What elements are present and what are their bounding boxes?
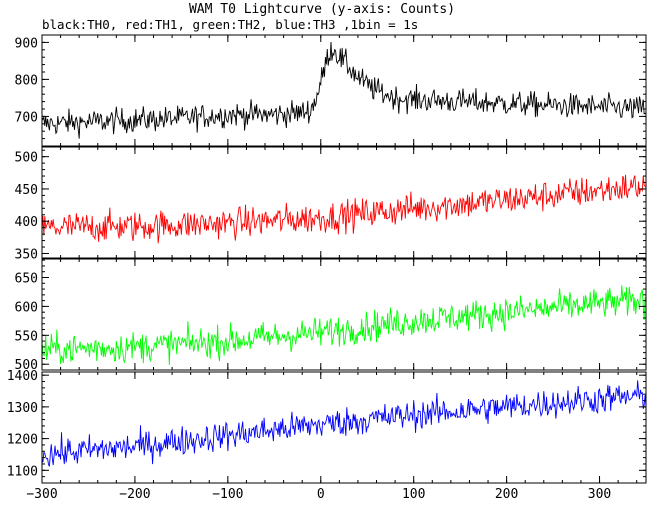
panel-frame xyxy=(41,258,647,371)
y-tick-label: 400 xyxy=(15,215,38,230)
x-tick-label: −300 xyxy=(26,487,57,502)
series-line-th3 xyxy=(42,380,646,467)
y-tick-label: 900 xyxy=(15,36,38,51)
y-tick-label: 550 xyxy=(15,329,38,344)
panels-group: 700 800 900 350 400 450 500 500 550 600 650 1100 120… xyxy=(7,34,647,484)
panel-th1: 350 400 450 500 xyxy=(15,146,647,262)
chart-title: WAM T0 Lightcurve (y-axis: Counts) xyxy=(189,2,455,17)
y-tick-label: 800 xyxy=(15,73,38,88)
y-tick-label: 500 xyxy=(15,358,38,373)
panel-frame xyxy=(41,146,647,259)
y-tick-label: 450 xyxy=(15,183,38,198)
series-line-th2 xyxy=(42,285,646,365)
chart-subtitle: black:TH0, red:TH1, green:TH2, blue:TH3 … xyxy=(42,17,418,32)
x-tick-label: 0 xyxy=(317,487,325,502)
y-tick-label: 600 xyxy=(15,300,38,315)
panel-th0: 700 800 900 xyxy=(15,34,647,147)
panel-frame xyxy=(41,371,647,484)
x-axis: −300 −200 −100 0 100 200 300 xyxy=(26,487,611,502)
series-line-th1 xyxy=(42,174,646,244)
panel-th3: 1100 1200 1300 1400 xyxy=(7,369,647,484)
x-tick-label: 100 xyxy=(402,487,425,502)
panel-th2: 500 550 600 650 xyxy=(15,258,647,373)
series-line-th0 xyxy=(42,42,646,139)
x-tick-label: 200 xyxy=(495,487,518,502)
y-tick-label: 700 xyxy=(15,110,38,125)
y-tick-label: 500 xyxy=(15,151,38,166)
x-tick-label: −100 xyxy=(212,487,243,502)
y-tick-label: 1400 xyxy=(7,369,38,384)
y-tick-label: 650 xyxy=(15,272,38,287)
y-tick-label: 1300 xyxy=(7,401,38,416)
y-tick-label: 1200 xyxy=(7,433,38,448)
y-tick-label: 350 xyxy=(15,247,38,262)
x-tick-label: −200 xyxy=(119,487,150,502)
y-tick-label: 1100 xyxy=(7,464,38,479)
x-tick-label: 300 xyxy=(588,487,611,502)
panel-frame xyxy=(41,34,647,147)
